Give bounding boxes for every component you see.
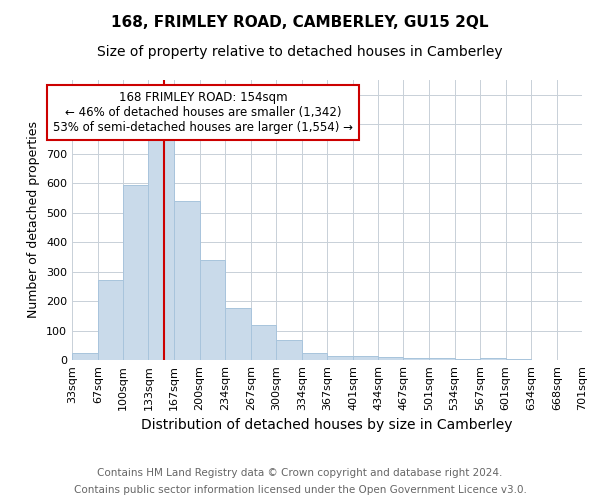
Bar [72, 352, 98, 360]
Text: 168 FRIMLEY ROAD: 154sqm
← 46% of detached houses are smaller (1,342)
53% of sem: 168 FRIMLEY ROAD: 154sqm ← 46% of detach… [53, 91, 353, 134]
Bar [506, 358, 531, 360]
Y-axis label: Number of detached properties: Number of detached properties [28, 122, 40, 318]
Bar [403, 358, 430, 360]
Text: Contains public sector information licensed under the Open Government Licence v3: Contains public sector information licen… [74, 485, 526, 495]
X-axis label: Distribution of detached houses by size in Camberley: Distribution of detached houses by size … [141, 418, 513, 432]
Text: Size of property relative to detached houses in Camberley: Size of property relative to detached ho… [97, 45, 503, 59]
Bar [302, 352, 327, 360]
Bar [327, 356, 353, 360]
Bar [175, 201, 200, 360]
Text: Contains HM Land Registry data © Crown copyright and database right 2024.: Contains HM Land Registry data © Crown c… [97, 468, 503, 477]
Bar [148, 140, 175, 360]
Bar [98, 280, 123, 360]
Bar [353, 356, 378, 360]
Bar [479, 358, 506, 360]
Bar [430, 358, 455, 360]
Bar [199, 260, 226, 360]
Bar [226, 308, 251, 360]
Bar [276, 340, 302, 360]
Text: 168, FRIMLEY ROAD, CAMBERLEY, GU15 2QL: 168, FRIMLEY ROAD, CAMBERLEY, GU15 2QL [111, 15, 489, 30]
Bar [123, 184, 148, 360]
Bar [251, 324, 276, 360]
Bar [455, 358, 479, 360]
Bar [378, 357, 403, 360]
